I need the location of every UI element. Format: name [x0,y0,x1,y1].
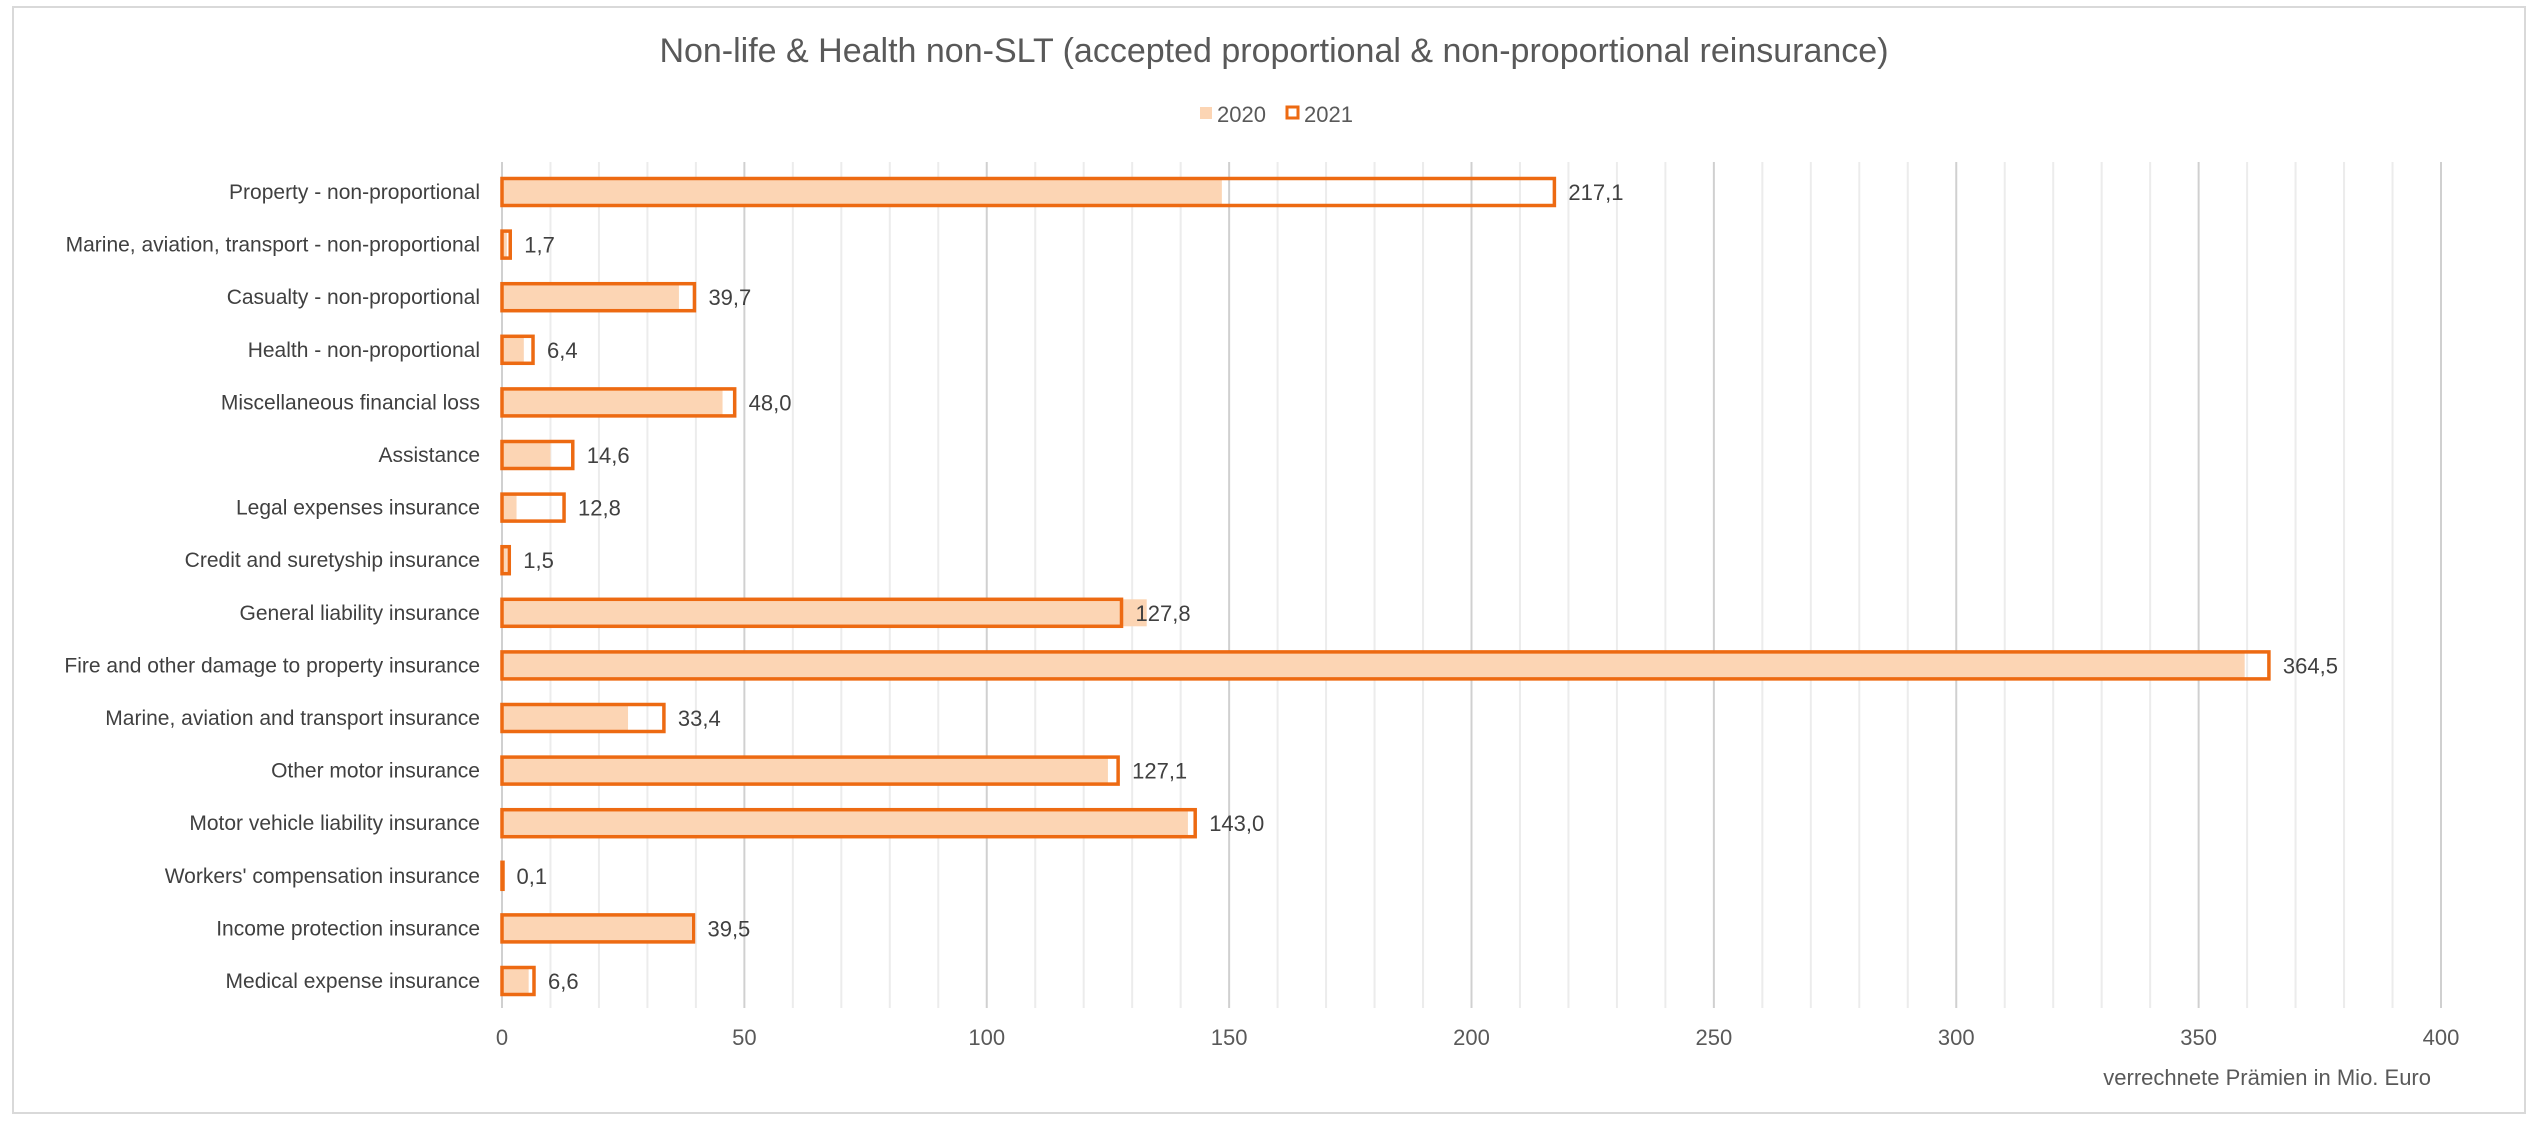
category-label: Income protection insurance [216,917,480,940]
data-label-2021: 33,4 [678,706,721,731]
chart-frame [12,6,2526,1114]
bar-2020 [502,809,1188,837]
bar-2021 [500,913,696,944]
bar-2020 [502,967,529,995]
bar-2020 [502,546,507,574]
series-2020 [502,178,2245,995]
x-tick-label: 150 [1211,1025,1248,1050]
data-label-2021: 48,0 [749,390,792,415]
data-labels: 217,1 1,7 39,7 6,4 48,0 14,6 12,8 1,5 127,8 364,5… [516,180,2337,994]
x-tick-label: 50 [732,1025,756,1050]
data-label-2021: 0,1 [516,864,547,889]
x-tick-label: 250 [1696,1025,1733,1050]
data-label-2021: 143,0 [1209,811,1264,836]
data-label-2021: 12,8 [578,496,621,521]
x-tick-label: 100 [968,1025,1005,1050]
legend-label-2021: 2021 [1304,102,1353,127]
data-label-2021: 127,8 [1136,601,1191,626]
bar-2020 [502,704,629,732]
legend-label-2020: 2020 [1217,102,1266,127]
bar-2021 [500,650,2271,681]
bar-2021 [500,965,536,997]
x-tick-label: 400 [2423,1025,2460,1050]
category-label: Credit and suretyship insurance [185,549,480,572]
category-label: Legal expenses insurance [236,497,480,520]
legend-swatch-2021 [1285,105,1300,120]
category-label: Health - non-proportional [248,339,480,362]
x-tick-label: 0 [496,1025,508,1050]
bar-2020 [502,336,524,364]
data-label-2021: 1,5 [523,548,554,573]
data-label-2021: 6,6 [548,969,579,994]
category-labels: Property - non-proportional Marine, aviat… [64,181,480,993]
bar-2021 [500,702,666,734]
data-label-2021: 6,4 [547,338,578,363]
bar-2020 [502,388,723,416]
data-label-2021: 217,1 [1568,180,1623,205]
data-label-2021: 39,5 [707,916,750,941]
bar-2020 [502,494,517,522]
bar-2021 [500,439,575,471]
category-label: Property - non-proportional [229,181,480,204]
bar-2021 [500,334,535,366]
bar-2020 [502,283,679,311]
category-label: Marine, aviation, transport - non-propor… [66,234,480,257]
data-label-2021: 14,6 [587,443,630,468]
bar-2021 [500,544,512,576]
bar-2021 [500,387,737,418]
x-tick-label: 200 [1453,1025,1490,1050]
x-axis-title: verrechnete Prämien in Mio. Euro [2103,1065,2431,1090]
data-label-2021: 1,7 [524,233,555,258]
category-label: Other motor insurance [271,760,480,783]
category-label: Assistance [378,444,480,467]
bar-2020 [502,178,1222,206]
series-2021 [500,176,2271,997]
x-tick-labels: 0 50 100 150 200 250 300 350 400 [496,1025,2459,1050]
bar-2020 [502,914,692,942]
bar-2020 [502,599,1147,627]
bar-2021 [500,807,1197,839]
legend-swatch-2020 [1200,107,1212,119]
grid [501,162,2442,1008]
x-tick-label: 300 [1938,1025,1975,1050]
category-label: Motor vehicle liability insurance [189,812,480,835]
bar-2021 [500,229,512,260]
bar-2021 [500,755,1120,786]
data-label-2021: 39,7 [708,285,751,310]
data-label-2021: 127,1 [1132,759,1187,784]
x-tick-label: 350 [2180,1025,2217,1050]
category-label: Marine, aviation and transport insurance [105,707,480,730]
category-label: Medical expense insurance [226,970,480,993]
category-label: Fire and other damage to property insura… [64,654,480,677]
chart-title: Non-life & Health non-SLT (accepted prop… [659,32,1888,70]
legend: 2020 2021 [1200,102,1353,127]
bar-2020 [502,651,2245,679]
category-label: General liability insurance [240,602,480,625]
bar-2021 [500,597,1124,629]
category-label: Miscellaneous financial loss [221,391,480,414]
bar-2020 [502,441,551,469]
category-label: Workers' compensation insurance [165,865,480,888]
bar-2020 [502,757,1108,785]
bar-2021 [500,281,697,313]
data-label-2021: 364,5 [2283,653,2338,678]
category-label: Casualty - non-proportional [227,286,480,309]
bar-2021 [500,176,1557,208]
bar-2021 [500,492,566,523]
bar-2021 [500,860,505,892]
bar-2020 [502,231,507,259]
